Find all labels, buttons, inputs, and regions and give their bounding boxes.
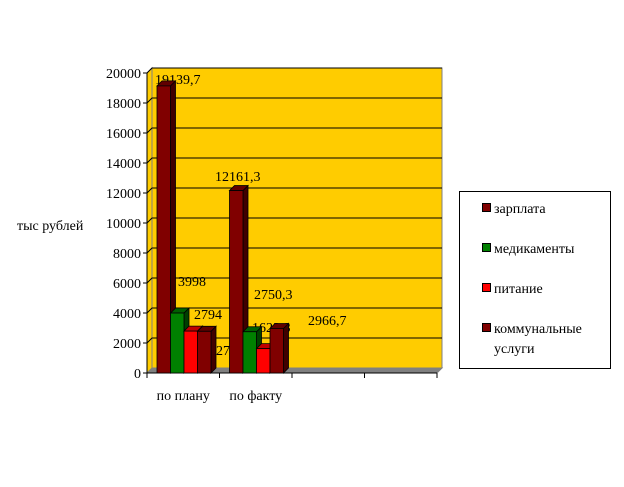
legend-swatch [482,203,491,212]
x-tick-label: по плану [157,389,210,404]
bar [170,312,185,374]
y-tick-label: 16000 [106,127,141,142]
bar [269,328,284,374]
bar [156,85,171,374]
legend-label: медикаменты [494,242,575,257]
y-tick-label: 12000 [106,187,141,202]
y-tick-label: 6000 [113,277,141,292]
data-label: 2794 [194,308,222,323]
data-label: 12161,3 [215,170,261,185]
gridline [146,127,442,134]
gridline [146,337,442,344]
legend-box [459,191,611,369]
bar [256,348,271,374]
data-label: 2750,3 [254,288,293,303]
y-tick-label: 2000 [113,337,141,352]
legend-swatch [482,283,491,292]
data-label: 2966,7 [308,314,347,329]
legend-label: зарплата [494,202,546,217]
y-axis-label: тыс рублей [17,219,84,234]
bar [242,331,257,374]
bar-side [283,322,289,374]
y-tick-label: 0 [134,367,141,382]
y-tick-label: 10000 [106,217,141,232]
bar [229,190,244,374]
y-tick-label: 8000 [113,247,141,262]
gridline [146,277,442,284]
legend-swatch [482,323,491,332]
y-tick-label: 14000 [106,157,141,172]
bar-side [210,325,217,374]
y-tick-label: 4000 [113,307,141,322]
gridline [146,217,442,224]
gridline [146,307,442,314]
data-label: 3998 [178,275,206,290]
gridline [146,247,442,254]
gridline [146,97,442,104]
legend-label-cont: услуги [494,342,535,357]
legend-label: питание [494,282,543,297]
y-tick-label: 18000 [106,97,141,112]
gridline [146,67,442,74]
legend-swatch [482,243,491,252]
bar [183,330,198,374]
legend-label: коммунальные [494,322,582,337]
gridline [146,187,442,194]
x-tick-label: по факту [229,389,282,404]
legend: зарплата медикаменты питание коммунальные ус… [459,191,611,369]
gridline [146,157,442,164]
bar [197,330,212,374]
plot-area: 0 2000 4000 6000 8000 10000 12000 14000 16000 180… [106,66,444,404]
y-tick-label: 20000 [106,67,141,82]
